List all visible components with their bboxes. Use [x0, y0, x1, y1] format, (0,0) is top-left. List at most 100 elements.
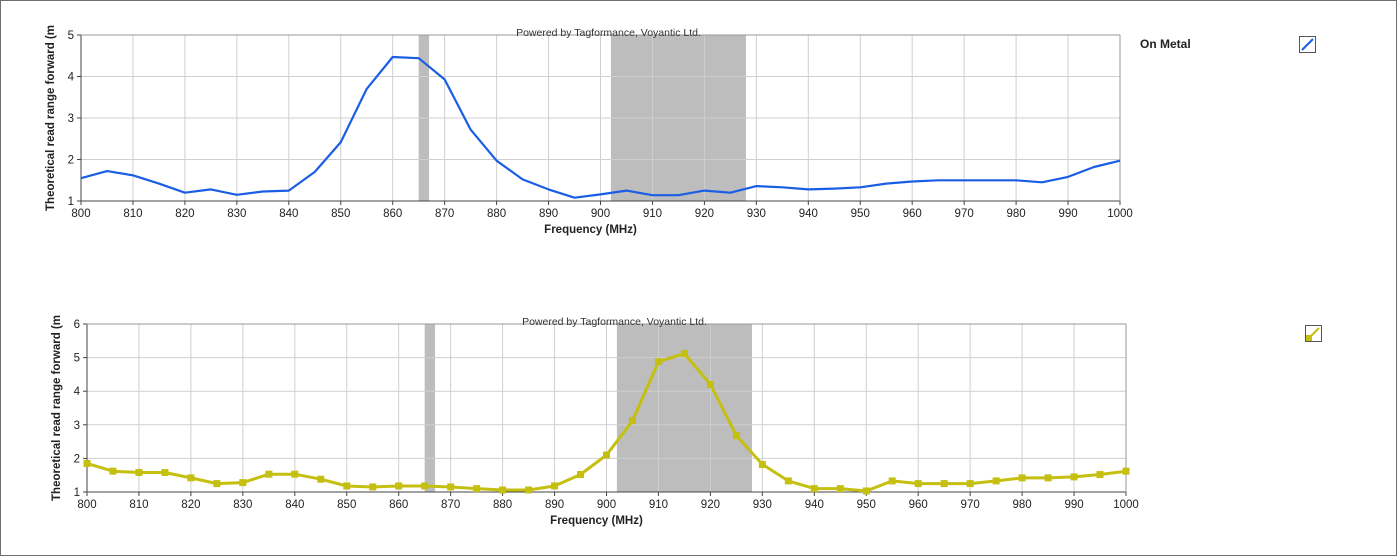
data-point	[836, 485, 844, 493]
data-point	[1122, 467, 1130, 475]
x-tick-label: 840	[279, 208, 298, 220]
x-tick-label: 1000	[1113, 499, 1139, 511]
x-tick-label: 910	[643, 208, 662, 220]
x-tick-label: 980	[1013, 499, 1032, 511]
data-point	[551, 482, 559, 490]
y-axis-title: Theoretical read range forward (m	[45, 25, 57, 211]
y-tick-label: 1	[74, 487, 80, 499]
data-point	[343, 482, 351, 490]
data-point	[706, 380, 714, 388]
data-point	[187, 474, 195, 482]
data-point	[83, 459, 91, 467]
x-tick-label: 990	[1064, 499, 1083, 511]
x-axis-title: Frequency (MHz)	[550, 515, 643, 527]
x-tick-label: 810	[129, 499, 148, 511]
x-tick-label: 960	[903, 208, 922, 220]
data-point	[862, 487, 870, 495]
data-point	[940, 480, 948, 488]
data-point	[499, 486, 507, 494]
y-tick-label: 5	[68, 30, 74, 42]
y-tick-label: 1	[68, 196, 74, 208]
y-tick-label: 4	[68, 72, 75, 84]
x-tick-label: 890	[545, 499, 564, 511]
x-tick-label: 980	[1007, 208, 1026, 220]
x-tick-label: 930	[753, 499, 772, 511]
legend-swatch-bottom[interactable]	[1305, 325, 1322, 342]
data-point	[758, 460, 766, 468]
x-tick-label: 940	[799, 208, 818, 220]
data-point	[161, 469, 169, 477]
data-point	[265, 470, 273, 478]
data-point	[473, 485, 481, 493]
x-tick-label: 890	[539, 208, 558, 220]
data-point	[239, 479, 247, 487]
data-point	[291, 470, 299, 478]
x-tick-label: 910	[649, 499, 668, 511]
data-point	[1096, 471, 1104, 479]
data-point	[135, 469, 143, 477]
y-tick-label: 2	[68, 155, 74, 167]
data-point	[603, 451, 610, 459]
frequency-band-0	[424, 324, 436, 492]
data-point	[732, 432, 740, 440]
data-point	[1018, 474, 1026, 482]
x-tick-label: 820	[181, 499, 200, 511]
x-tick-label: 950	[857, 499, 876, 511]
x-tick-label: 900	[591, 208, 610, 220]
x-tick-label: 970	[955, 208, 974, 220]
x-tick-label: 830	[227, 208, 246, 220]
x-tick-label: 810	[123, 208, 142, 220]
legend-label-on-metal: On Metal	[1140, 37, 1191, 51]
line-marker-style-icon	[1306, 327, 1320, 341]
data-point	[395, 482, 403, 490]
y-axis-title: Theoretical read range forward (m	[51, 315, 63, 501]
x-tick-label: 1000	[1107, 208, 1133, 220]
y-tick-label: 3	[68, 113, 74, 125]
data-point	[914, 480, 922, 488]
y-tick-label: 5	[74, 353, 80, 365]
x-tick-label: 800	[71, 208, 90, 220]
x-tick-label: 960	[909, 499, 928, 511]
x-tick-label: 950	[851, 208, 870, 220]
watermark-text: Powered by Tagformance, Voyantic Ltd.	[522, 316, 707, 328]
x-tick-label: 920	[701, 499, 720, 511]
data-point	[1044, 474, 1052, 482]
y-tick-label: 6	[74, 319, 80, 331]
data-point	[628, 417, 636, 425]
x-tick-label: 870	[435, 208, 454, 220]
data-point	[109, 467, 117, 475]
x-tick-label: 800	[77, 499, 96, 511]
data-point	[1070, 473, 1078, 481]
x-tick-label: 830	[233, 499, 252, 511]
legend-swatch-top[interactable]	[1299, 36, 1316, 53]
data-point	[317, 475, 325, 483]
y-tick-label: 3	[74, 420, 80, 432]
x-tick-label: 850	[331, 208, 350, 220]
data-point	[577, 471, 585, 479]
data-point	[525, 486, 533, 494]
x-axis-title: Frequency (MHz)	[544, 224, 637, 236]
data-point	[680, 350, 688, 358]
x-tick-label: 860	[383, 208, 402, 220]
data-point	[966, 480, 974, 488]
x-tick-label: 880	[493, 499, 512, 511]
data-point	[992, 477, 1000, 485]
y-tick-label: 4	[74, 386, 81, 398]
x-tick-label: 940	[805, 499, 824, 511]
x-tick-label: 990	[1058, 208, 1077, 220]
watermark-text: Powered by Tagformance, Voyantic Ltd.	[516, 27, 701, 39]
x-tick-label: 850	[337, 499, 356, 511]
data-point	[888, 477, 896, 485]
x-tick-label: 900	[597, 499, 616, 511]
series-line-0	[80, 55, 1121, 199]
data-point	[213, 480, 221, 488]
data-point	[654, 358, 662, 366]
data-point	[784, 477, 792, 485]
data-point	[369, 483, 377, 491]
y-tick-label: 2	[74, 453, 80, 465]
x-tick-label: 930	[747, 208, 766, 220]
x-tick-label: 840	[285, 499, 304, 511]
x-tick-label: 970	[961, 499, 980, 511]
